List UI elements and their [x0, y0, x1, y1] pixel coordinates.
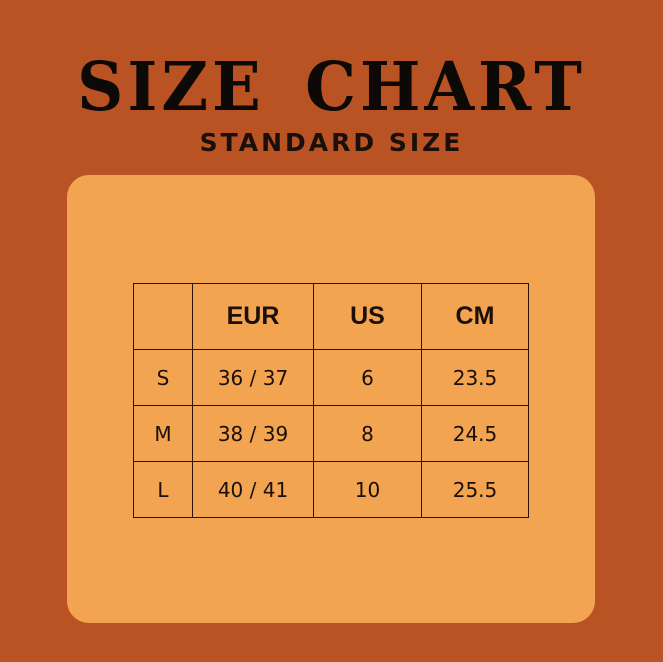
- eur-cell: 40 / 41: [192, 461, 314, 518]
- page-subtitle: STANDARD SIZE: [199, 128, 464, 157]
- table-header-row: EUR US CM: [133, 283, 529, 350]
- eur-cell: 36 / 37: [192, 349, 314, 406]
- header-cell-cm: CM: [421, 283, 529, 350]
- table-row: L 40 / 41 10 25.5: [133, 461, 529, 518]
- us-cell: 8: [313, 405, 422, 462]
- us-cell: 6: [313, 349, 422, 406]
- cm-cell: 24.5: [421, 405, 529, 462]
- table-row: S 36 / 37 6 23.5: [133, 349, 529, 406]
- cm-cell: 25.5: [421, 461, 529, 518]
- cm-cell: 23.5: [421, 349, 529, 406]
- size-cell: S: [133, 349, 193, 406]
- table-row: M 38 / 39 8 24.5: [133, 405, 529, 462]
- page-title: SIZE CHART: [77, 48, 586, 127]
- us-cell: 10: [313, 461, 422, 518]
- size-table: EUR US CM S 36 / 37 6 23.5 M 38 / 39 8 2…: [133, 283, 529, 518]
- eur-cell: 38 / 39: [192, 405, 314, 462]
- header-cell-us: US: [313, 283, 422, 350]
- size-cell: M: [133, 405, 193, 462]
- size-cell: L: [133, 461, 193, 518]
- header-cell-size: [133, 283, 193, 350]
- header-cell-eur: EUR: [192, 283, 314, 350]
